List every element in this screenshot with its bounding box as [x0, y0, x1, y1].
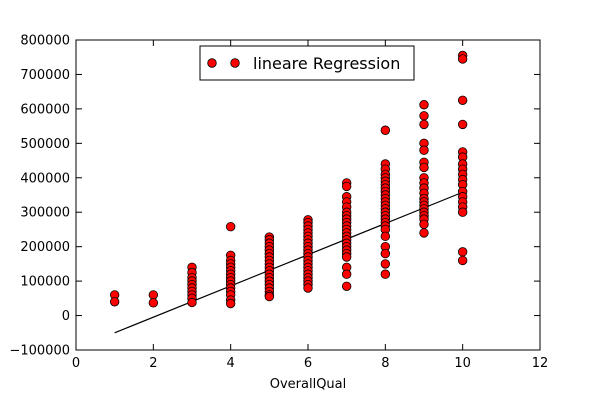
y-tick-label: 700000: [20, 68, 70, 83]
data-point: [341, 281, 352, 291]
legend: lineare Regression: [199, 45, 415, 81]
data-point: [419, 145, 429, 155]
x-tick-label: 12: [532, 356, 549, 371]
regression-line: [114, 191, 463, 334]
x-tick-label: 2: [149, 356, 157, 371]
y-tick-label: 400000: [20, 171, 70, 186]
data-point: [380, 231, 391, 242]
data-point: [419, 111, 429, 121]
axis-tick-labels: 0 2 4 6 8 10 12−100000010000020000030000040000…: [9, 34, 548, 372]
data-point: [341, 269, 352, 279]
x-tick-label: 8: [381, 356, 389, 371]
data-point: [109, 297, 120, 307]
data-point: [457, 255, 468, 266]
data-point: [380, 125, 391, 135]
data-point: [380, 269, 391, 279]
axis-ticks: [75, 39, 541, 351]
x-tick-label: 6: [304, 356, 312, 371]
data-point: [341, 252, 352, 262]
data-point: [419, 219, 429, 229]
y-tick-label: 200000: [20, 240, 70, 255]
data-point: [303, 283, 313, 293]
chart-marks: [109, 50, 468, 334]
y-tick-label: −100000: [9, 344, 70, 359]
data-point: [225, 298, 236, 309]
data-point: [457, 207, 468, 217]
y-tick-label: 800000: [20, 34, 70, 49]
plot-frame: [75, 39, 541, 351]
y-tick-label: 300000: [20, 206, 70, 221]
y-tick-label: 100000: [20, 275, 70, 290]
y-tick-label: 600000: [20, 102, 70, 117]
data-point: [380, 259, 391, 269]
data-point: [264, 291, 275, 302]
data-point: [187, 297, 197, 308]
data-point: [457, 54, 468, 64]
legend-marker: [207, 58, 217, 68]
data-point: [457, 247, 468, 257]
legend-marker: [230, 58, 240, 68]
data-point: [419, 162, 429, 173]
data-point: [457, 95, 468, 105]
data-point: [148, 290, 159, 300]
x-tick-label: 4: [227, 356, 235, 371]
data-point: [341, 181, 352, 192]
legend-label: lineare Regression: [253, 54, 400, 73]
data-point: [419, 119, 429, 130]
x-tick-label: 10: [454, 356, 471, 371]
x-tick-label: 0: [72, 356, 80, 371]
data-point: [419, 228, 429, 238]
data-point: [225, 221, 236, 232]
data-point: [457, 119, 468, 130]
y-tick-label: 0: [62, 309, 70, 324]
y-tick-label: 500000: [20, 137, 70, 152]
x-axis-label: OverallQual: [270, 377, 347, 392]
data-point: [380, 248, 391, 259]
data-point: [419, 100, 429, 110]
data-point: [148, 298, 159, 308]
